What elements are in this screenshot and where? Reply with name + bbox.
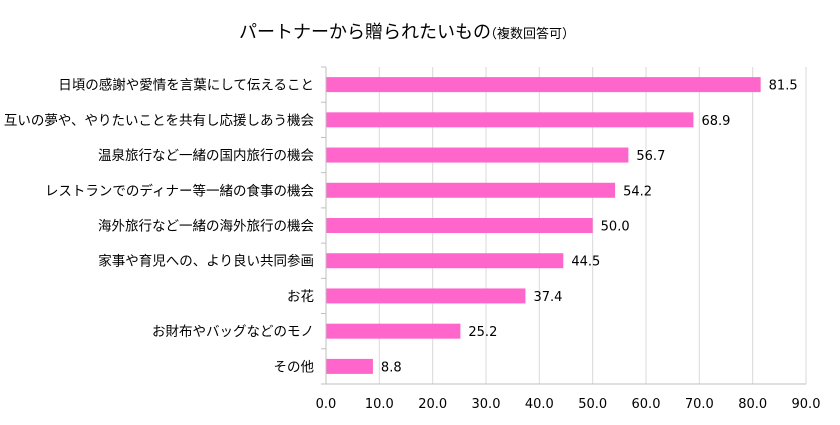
chart-title-note: （複数回答可）: [484, 26, 575, 42]
data-label: 56.7: [636, 149, 665, 164]
data-label: 68.9: [701, 114, 730, 129]
data-label: 25.2: [468, 325, 497, 340]
labels: 0.0 10.0 20.0 30.0 40.0 50.0 60.0 70.0 80.0 90.0 日…: [4, 77, 821, 412]
category-label: お花: [287, 289, 314, 305]
bar: [326, 288, 526, 304]
data-label: 37.4: [533, 290, 562, 305]
bar: [326, 253, 564, 269]
x-tick-label: 20.0: [418, 397, 447, 412]
data-label: 8.8: [381, 360, 402, 375]
x-tick-label: 50.0: [578, 397, 607, 412]
category-label: その他: [274, 359, 315, 375]
bar: [326, 323, 461, 339]
chart-title: パートナーから贈られたいもの （複数回答可）: [239, 22, 575, 43]
x-tick-label: 90.0: [792, 397, 821, 412]
x-tick-label: 40.0: [525, 397, 554, 412]
x-tick-label: 80.0: [738, 397, 767, 412]
bars: [326, 77, 761, 374]
category-label: お財布やバッグなどのモノ: [152, 324, 314, 340]
category-label: 海外旅行など一緒の海外旅行の機会: [98, 219, 314, 235]
category-label: 互いの夢や、やりたいことを共有し応援しあう機会: [4, 113, 314, 129]
bar: [326, 112, 694, 128]
data-label: 50.0: [601, 220, 630, 235]
x-tick-label: 60.0: [632, 397, 661, 412]
category-label: レストランでのディナー等一緒の食事の機会: [45, 182, 314, 199]
x-tick-label: 30.0: [472, 397, 501, 412]
category-label: 家事や育児への、より良い共同参画: [98, 253, 314, 270]
x-tick-label: 0.0: [316, 397, 337, 412]
bar: [326, 77, 761, 93]
data-label: 54.2: [623, 184, 652, 199]
chart-title-text: パートナーから贈られたいもの: [239, 22, 491, 43]
bar: [326, 147, 629, 163]
bar: [326, 358, 373, 374]
axes: [321, 66, 806, 385]
x-tick-label: 70.0: [685, 397, 714, 412]
category-label: 日頃の感謝や愛情を言葉にして伝えること: [58, 77, 314, 94]
bar: [326, 218, 593, 233]
x-tick-label: 10.0: [365, 397, 394, 412]
data-label: 81.5: [769, 79, 798, 94]
category-label: 温泉旅行など一緒の国内旅行の機会: [98, 147, 314, 164]
bar: [326, 182, 616, 198]
data-label: 44.5: [571, 255, 600, 270]
